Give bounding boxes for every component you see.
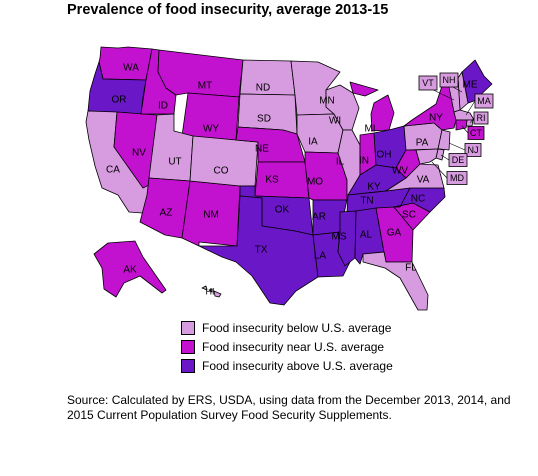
- callout-line-ma: [465, 100, 476, 116]
- state-label-va: VA: [417, 175, 430, 186]
- states-layer: [85, 46, 493, 311]
- state-label-ut: UT: [168, 157, 181, 168]
- callout-box-md: [446, 171, 468, 185]
- state-label-wv: WV: [392, 166, 408, 177]
- state-nv: [113, 111, 158, 189]
- state-label-nv: NV: [132, 148, 146, 159]
- state-label-ct: CT: [470, 128, 482, 138]
- callout-box-ma: [474, 93, 494, 109]
- callout-line-ct: [461, 125, 469, 134]
- state-label-ia: IA: [308, 137, 318, 148]
- state-label-in: IN: [359, 156, 369, 167]
- legend-swatch-near: [181, 340, 195, 354]
- state-label-hi: HI: [206, 286, 215, 296]
- state-tx: [198, 195, 319, 306]
- callout-box-vt: [418, 75, 438, 91]
- legend-item-above: Food insecurity above U.S. average: [181, 357, 393, 375]
- callout-line-ri: [469, 117, 475, 124]
- state-label-il: IL: [336, 157, 345, 168]
- legend-label-below: Food insecurity below U.S. average: [202, 321, 392, 335]
- state-label-ne: NE: [255, 144, 269, 155]
- state-label-sd: SD: [257, 114, 271, 125]
- state-label-oh: OH: [377, 150, 392, 161]
- state-label-wi: WI: [329, 116, 341, 127]
- state-label-al: AL: [360, 230, 373, 241]
- state-label-me: ME: [463, 80, 478, 91]
- callout-box-de: [448, 153, 468, 167]
- state-label-ma: MA: [477, 96, 491, 106]
- state-ks: [254, 161, 310, 199]
- state-nj: [437, 129, 451, 151]
- state-label-id: ID: [158, 101, 168, 112]
- callout-line-nj: [448, 142, 466, 151]
- state-label-az: AZ: [160, 208, 173, 219]
- state-label-ks: KS: [265, 175, 279, 186]
- state-label-ak: AK: [123, 265, 137, 276]
- state-hi: [201, 285, 222, 298]
- state-label-co: CO: [214, 166, 229, 177]
- legend-item-near: Food insecurity near U.S. average: [181, 338, 393, 356]
- state-fl: [362, 251, 429, 311]
- state-label-wy: WY: [203, 124, 219, 135]
- state-label-mn: MN: [319, 96, 335, 107]
- state-label-fl: FL: [405, 263, 417, 274]
- legend-label-above: Food insecurity above U.S. average: [202, 359, 393, 373]
- state-label-ny: NY: [429, 113, 443, 124]
- state-label-pa: PA: [416, 138, 429, 149]
- state-label-tn: TN: [360, 196, 373, 207]
- state-label-nc: NC: [411, 194, 425, 205]
- state-label-vt: VT: [422, 78, 434, 88]
- state-label-nd: ND: [256, 83, 270, 94]
- labels-layer: WA OR CA NV ID MT WY UT AZ NM CO ND SD NE KS OK TX MN IA MO…: [106, 63, 478, 276]
- state-label-nm: NM: [203, 210, 219, 221]
- legend: Food insecurity below U.S. average Food …: [181, 319, 393, 376]
- state-ak: [93, 240, 167, 298]
- state-co: [189, 135, 259, 187]
- state-ma: [453, 109, 475, 121]
- state-label-ok: OK: [275, 205, 290, 216]
- state-label-or: OR: [112, 95, 127, 106]
- state-label-mo: MO: [307, 177, 323, 188]
- state-label-nh: NH: [443, 75, 456, 85]
- callout-line-md: [431, 161, 448, 179]
- state-label-ms: MS: [332, 232, 347, 243]
- callout-box-ct: [467, 126, 485, 140]
- state-ct: [455, 119, 468, 131]
- us-choropleth-map: WA OR CA NV ID MT WY UT AZ NM CO ND SD NE KS OK TX MN IA MO…: [85, 46, 494, 311]
- callout-box-nj: [464, 143, 482, 157]
- map-title: Prevalence of food insecurity, average 2…: [67, 2, 389, 18]
- state-ny: [403, 85, 458, 131]
- state-md: [415, 148, 439, 165]
- state-label-ga: GA: [387, 228, 402, 239]
- legend-swatch-above: [181, 359, 195, 373]
- state-label-nj: NJ: [468, 145, 479, 155]
- callout-line-de: [440, 154, 450, 161]
- state-label-sc: SC: [402, 210, 416, 221]
- state-label-tx: TX: [255, 245, 268, 256]
- state-label-ky: KY: [367, 182, 381, 193]
- state-label-mi: MI: [364, 124, 375, 135]
- state-label-md: MD: [450, 173, 464, 183]
- state-label-ca: CA: [106, 165, 120, 176]
- state-label-wa: WA: [123, 63, 139, 74]
- legend-item-below: Food insecurity below U.S. average: [181, 319, 393, 337]
- source-note: Source: Calculated by ERS, USDA, using d…: [67, 393, 511, 422]
- state-label-de: DE: [452, 155, 465, 165]
- callout-box-ri: [473, 111, 489, 125]
- callout-box-nh: [439, 72, 459, 88]
- state-label-mt: MT: [198, 81, 212, 92]
- state-label-la: LA: [314, 251, 327, 262]
- state-label-ri: RI: [477, 113, 486, 123]
- state-label-ar: AR: [312, 212, 326, 223]
- legend-swatch-below: [181, 321, 195, 335]
- legend-label-near: Food insecurity near U.S. average: [202, 340, 385, 354]
